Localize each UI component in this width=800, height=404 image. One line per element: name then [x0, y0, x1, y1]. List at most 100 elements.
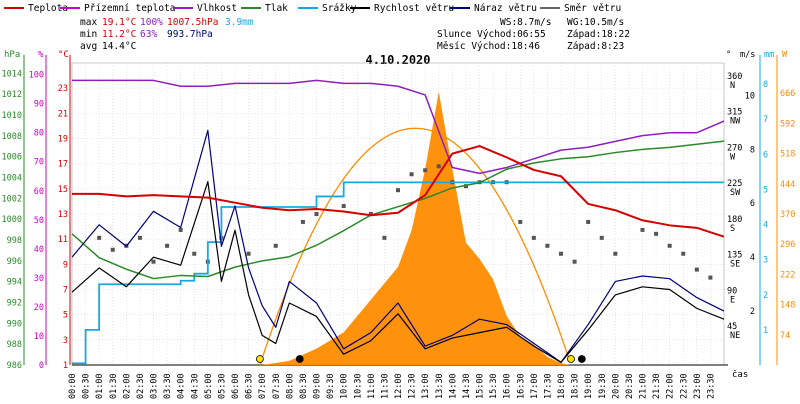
wind-direction-point: [273, 243, 278, 248]
wind-direction-point: [613, 251, 618, 256]
stats-block: max 19.1°C 100% 1007.5hPa 3.9mm min 11.2…: [80, 17, 254, 52]
hpa-tick-label: 1008: [2, 132, 22, 142]
temp-tick-label: 13: [58, 210, 68, 220]
temp-tick-label: 9: [63, 260, 68, 270]
rain-line: [72, 181, 724, 365]
solar-theoretical-line: [259, 127, 571, 366]
wind-direction-point: [341, 204, 346, 209]
ms-tick-label: 8: [750, 145, 755, 155]
stats-min-hum: 63%: [140, 29, 157, 40]
x-tick-label: 09:00: [313, 373, 323, 399]
info-block: WS:8.7m/s WG:10.5m/s Slunce Východ:06:55…: [437, 17, 630, 52]
pct-tick-label: 70: [34, 158, 44, 168]
info-wg: WG:10.5m/s: [567, 17, 624, 28]
hpa-tick-label: 1004: [2, 174, 22, 184]
temp-tick-label: 1: [63, 361, 68, 371]
temp-tick-label: 3: [63, 336, 68, 346]
hpa-tick-label: 1002: [2, 194, 22, 204]
wm2-axis-label: W: [782, 50, 788, 60]
x-tick-label: 18:30: [571, 373, 581, 399]
wind-direction-point: [518, 219, 523, 224]
ms-axis-label: m/s: [740, 50, 755, 60]
dir-tick-label: 360: [727, 72, 742, 82]
dir-axis-label: °: [726, 50, 731, 60]
temp-axis-label: °C: [58, 50, 69, 60]
temp-tick-label: 21: [58, 109, 68, 119]
dir-tick-label: 270: [727, 143, 742, 153]
sunrise-marker: [256, 355, 264, 363]
wind-direction-point: [572, 259, 577, 264]
x-tick-label: 00:30: [82, 373, 92, 399]
wind-direction-point: [300, 219, 305, 224]
temp-tick-label: 5: [63, 311, 68, 321]
x-tick-label: 18:00: [557, 373, 567, 399]
temp-tick-label: 15: [58, 185, 68, 195]
wind-direction-point: [681, 251, 686, 256]
mm-tick-label: 3: [763, 256, 768, 266]
x-tick-label: 23:00: [693, 373, 703, 399]
x-tick-label: 04:30: [190, 373, 200, 399]
wind-direction-point: [463, 184, 468, 189]
wind-direction-point: [667, 243, 672, 248]
info-slunce: Slunce Východ:06:55: [437, 29, 546, 40]
dir-tick-compass: S: [730, 224, 735, 234]
moonrise-marker: [577, 355, 586, 363]
x-tick-label: 16:30: [516, 373, 526, 399]
legend-label: Náraz větru: [474, 3, 537, 14]
x-tick-label: 07:30: [272, 373, 282, 399]
wind-direction-point: [151, 259, 156, 264]
mm-tick-label: 1: [763, 326, 768, 336]
dir-tick-label: 45: [727, 322, 737, 332]
legend-label: Srážky: [322, 3, 357, 14]
x-tick-label: 20:30: [625, 373, 635, 399]
pct-tick-label: 60: [34, 187, 44, 197]
x-tick-label: 21:00: [639, 373, 649, 399]
pct-tick-label: 20: [34, 303, 44, 313]
wm2-tick-label: 370: [780, 210, 795, 220]
x-tick-label: 15:00: [476, 373, 486, 399]
x-tick-label: 05:30: [217, 373, 227, 399]
temp-tick-label: 11: [58, 235, 68, 245]
hpa-tick-label: 1006: [2, 153, 22, 163]
wind-direction-point: [368, 212, 373, 216]
mm-tick-label: 8: [763, 80, 768, 90]
temp-tick-label: 17: [58, 160, 68, 170]
wind-direction-point: [396, 188, 400, 193]
stats-max-temp: 19.1°C: [102, 17, 136, 28]
x-tick-label: 17:30: [543, 373, 553, 399]
dir-tick-compass: NW: [730, 117, 741, 127]
wm2-tick-label: 296: [780, 240, 795, 250]
wind-direction-point: [192, 251, 197, 256]
mm-tick-label: 4: [763, 221, 768, 231]
wind-direction-point: [694, 267, 699, 272]
dir-tick-label: 90: [727, 286, 737, 296]
x-tick-label: 11:30: [380, 373, 390, 399]
x-tick-label: 23:30: [706, 373, 716, 399]
x-tick-label: 02:00: [122, 373, 132, 399]
humidity-line: [72, 79, 725, 175]
x-tick-label: 05:00: [204, 373, 214, 399]
x-tick-label: 13:00: [421, 373, 431, 399]
x-tick-label: 09:30: [326, 373, 336, 399]
wind-gust-line: [71, 129, 725, 363]
hpa-tick-label: 1012: [2, 90, 22, 100]
stats-avg-label: avg: [80, 41, 97, 52]
wm2-tick-label: 666: [780, 89, 795, 99]
wm2-tick-label: 74: [780, 331, 790, 341]
x-tick-label: 16:00: [503, 373, 513, 399]
mm-axis-label: mm: [764, 50, 774, 60]
x-tick-label: 10:30: [353, 373, 363, 399]
wind-direction-point: [586, 219, 591, 224]
info-ws: WS:8.7m/s: [500, 17, 551, 28]
stats-min-press: 993.7hPa: [167, 29, 213, 40]
x-tick-label: 06:00: [231, 373, 241, 399]
wind-direction-point: [531, 235, 536, 240]
wind-direction-point: [640, 227, 645, 232]
wind-direction-point: [137, 235, 142, 240]
chart-title: 4.10.2020: [365, 53, 430, 67]
wm2-tick-label: 444: [780, 180, 795, 190]
pct-tick-label: 40: [34, 245, 44, 255]
info-mesic: Měsíc Východ:18:46: [437, 41, 540, 52]
legend-label: Tlak: [265, 3, 288, 14]
